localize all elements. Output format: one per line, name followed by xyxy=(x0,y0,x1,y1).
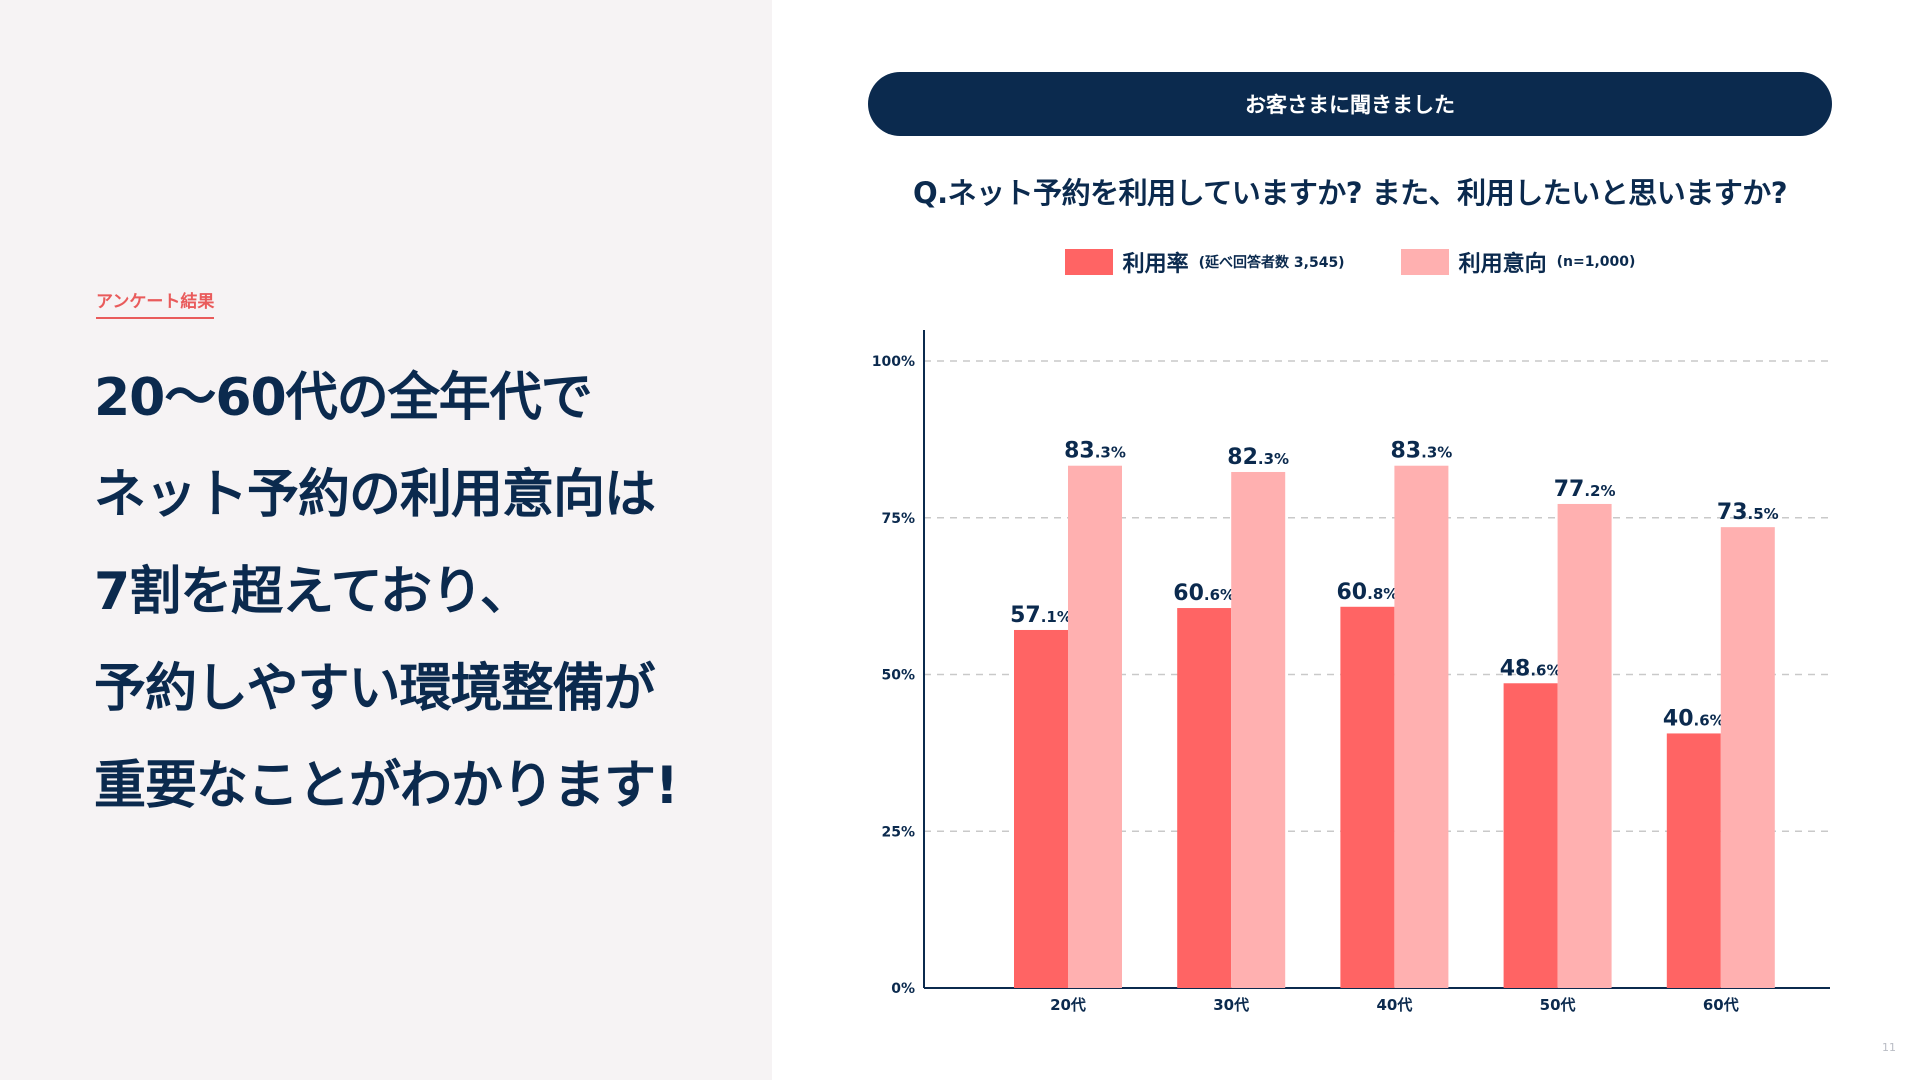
headline: 20〜60代の全年代で ネット予約の利用意向は 7割を超えており、 予約しやすい… xyxy=(94,350,764,835)
legend-item-intent: 利用意向 (n=1,000) xyxy=(1400,246,1636,278)
data-label: 83.3% xyxy=(1391,439,1453,464)
headline-line: 予約しやすい環境整備が xyxy=(94,659,655,719)
bar-intent xyxy=(1557,503,1612,988)
survey-pill: お客さまに聞きました xyxy=(868,72,1832,136)
headline-line: 20〜60代の全年代で xyxy=(94,368,593,428)
y-tick-label: 0% xyxy=(891,981,915,997)
data-label: 77.2% xyxy=(1554,477,1616,502)
headline-line: 7割を超えており、 xyxy=(94,562,532,622)
x-tick-label: 30代 xyxy=(1213,996,1249,1014)
data-label: 60.6% xyxy=(1173,581,1235,606)
legend-label: 利用率 xyxy=(1122,252,1189,277)
data-label: 82.3% xyxy=(1227,445,1289,470)
survey-pill-label: お客さまに聞きました xyxy=(1245,93,1455,117)
data-label: 48.6% xyxy=(1500,656,1562,681)
headline-line: 重要なことがわかります! xyxy=(94,756,679,816)
y-tick-label: 50% xyxy=(881,668,915,684)
chart-legend: 利用率 (延べ回答者数 3,545) 利用意向 (n=1,000) xyxy=(868,246,1832,278)
left-panel: アンケート結果 20〜60代の全年代で ネット予約の利用意向は 7割を超えており… xyxy=(0,0,772,1080)
bar-usage xyxy=(1014,629,1068,988)
y-tick-label: 75% xyxy=(881,511,915,527)
page-number: 11 xyxy=(1882,1041,1896,1054)
question-title: Q.ネット予約を利用していますか? また、利用したいと思いますか? xyxy=(912,176,1788,210)
section-tag: アンケート結果 xyxy=(96,287,215,319)
data-label: 60.8% xyxy=(1337,580,1399,605)
data-label: 73.5% xyxy=(1717,500,1779,525)
headline-line: ネット予約の利用意向は xyxy=(94,465,656,525)
bar-usage xyxy=(1666,733,1721,988)
x-tick-label: 60代 xyxy=(1703,996,1739,1014)
data-label: 40.6% xyxy=(1663,706,1725,731)
bar-intent xyxy=(1720,527,1775,988)
y-tick-label: 100% xyxy=(872,354,915,370)
legend-note: (延べ回答者数 3,545) xyxy=(1198,255,1345,271)
data-label: 83.3% xyxy=(1064,439,1126,464)
bar-usage xyxy=(1340,606,1395,988)
x-tick-label: 40代 xyxy=(1376,996,1412,1014)
legend-swatch-usage xyxy=(1064,249,1113,275)
legend-note: (n=1,000) xyxy=(1556,254,1636,270)
bar-intent xyxy=(1231,471,1286,988)
data-label: 57.1% xyxy=(1010,603,1072,628)
y-tick-label: 25% xyxy=(881,824,915,840)
bar-usage xyxy=(1177,608,1232,988)
x-tick-label: 50代 xyxy=(1540,996,1576,1014)
legend-swatch-intent xyxy=(1400,249,1449,275)
bar-intent xyxy=(1394,465,1449,989)
x-tick-label: 20代 xyxy=(1050,996,1086,1014)
bar-usage xyxy=(1503,683,1558,988)
legend-label: 利用意向 xyxy=(1458,252,1547,277)
legend-item-usage: 利用率 (延べ回答者数 3,545) xyxy=(1064,246,1345,278)
bar-intent xyxy=(1068,465,1122,989)
